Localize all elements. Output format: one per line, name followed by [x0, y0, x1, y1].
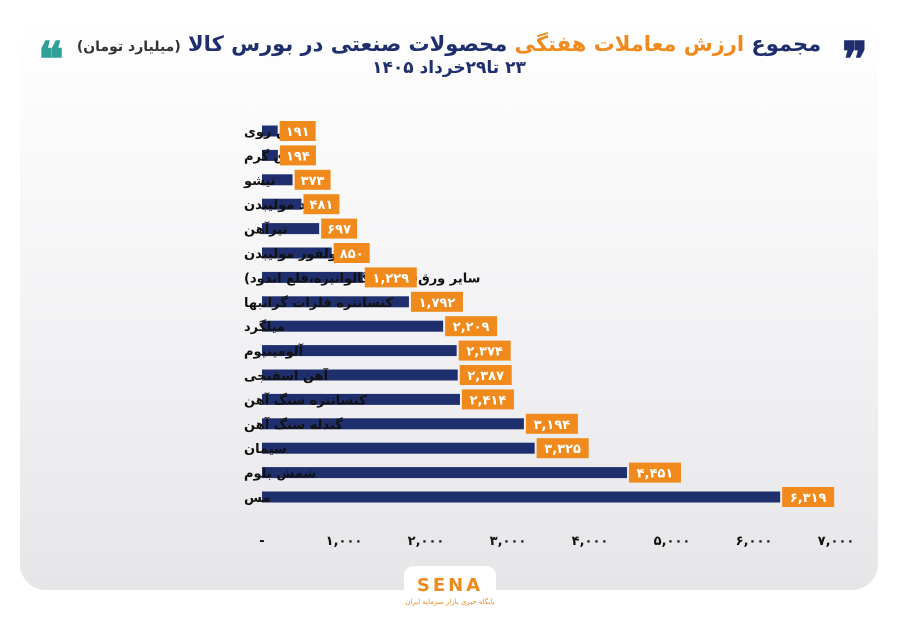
x-tick-label-6: ۶,۰۰۰: [736, 534, 773, 549]
value-label-bg-12: [525, 413, 578, 434]
value-label-bg-0: [279, 121, 316, 141]
value-label-4: ۶۹۷: [327, 223, 351, 238]
value-label-bg-7: [410, 291, 463, 312]
quote-left-icon: ❝: [38, 32, 64, 88]
category-label-12: گندله سنگ آهن: [244, 416, 343, 433]
title-part1: مجموع: [751, 32, 822, 56]
value-label-bg-13: [536, 438, 589, 459]
bar-3: [262, 198, 302, 210]
chart-header: مجموع ارزش معاملات هفتگی محصولات صنعتی د…: [20, 26, 878, 106]
value-label-9: ۲,۳۷۴: [466, 345, 503, 360]
bar-14: [262, 467, 627, 479]
value-label-bg-14: [628, 462, 681, 483]
bar-7: [262, 296, 409, 308]
value-label-1: ۱۹۴: [286, 149, 310, 164]
chart-subtitle: ۲۳ تا۲۹خرداد ۱۴۰۵: [372, 58, 526, 78]
logo-text: SENA: [416, 575, 484, 596]
bar-9: [262, 345, 457, 357]
bar-6: [262, 271, 363, 283]
x-tick-label-0: -: [259, 534, 264, 549]
x-tick-label-2: ۲,۰۰۰: [408, 534, 445, 549]
value-label-8: ۲,۲۰۹: [453, 320, 490, 335]
value-label-10: ۲,۳۸۷: [467, 369, 504, 384]
value-label-14: ۴,۴۵۱: [637, 467, 674, 482]
title-unit: (میلیارد تومان): [76, 39, 181, 55]
value-label-bg-11: [461, 389, 514, 410]
x-tick-label-4: ۴,۰۰۰: [572, 534, 609, 549]
quote-right-icon: ❞: [842, 32, 868, 88]
category-label-14: شمش بلوم: [244, 467, 316, 482]
value-label-3: ۴۸۱: [310, 198, 334, 213]
category-label-11: کنسانتره سنگ آهن: [244, 391, 367, 408]
value-label-6: ۱,۲۲۹: [372, 271, 409, 286]
value-label-bg-2: [294, 169, 331, 190]
category-label-2: تیشو: [243, 174, 276, 189]
bar-10: [262, 369, 458, 381]
value-label-0: ۱۹۱: [286, 125, 310, 140]
bar-5: [262, 247, 332, 259]
title-accent2: هفتگی: [514, 32, 587, 56]
value-label-bg-4: [321, 218, 358, 239]
bar-11: [262, 393, 460, 405]
category-label-10: آهن اسفنجی: [244, 367, 329, 384]
bar-1: [262, 149, 278, 161]
logo-subtext: پایگاه خبری بازار سرمایه ایران: [405, 598, 495, 606]
value-label-7: ۱,۷۹۲: [419, 296, 456, 311]
value-label-bg-10: [459, 365, 512, 385]
value-label-bg-3: [303, 194, 340, 215]
bar-8: [262, 320, 444, 332]
x-tick-label-5: ۵,۰۰۰: [654, 534, 691, 549]
bar-4: [262, 223, 320, 235]
bar-0: [262, 125, 278, 137]
value-label-15: ۶,۳۱۹: [790, 491, 827, 506]
category-label-5: سولفور مولیبدن: [244, 247, 350, 262]
category-label-13: سیمان: [244, 442, 287, 457]
value-label-bg-9: [458, 340, 511, 361]
bar-13: [262, 442, 535, 454]
category-label-15: مس: [244, 491, 270, 506]
value-label-bg-6: [364, 267, 417, 288]
category-label-8: میلگرد: [244, 319, 285, 335]
value-label-bg-15: [782, 487, 835, 507]
bar-2: [262, 174, 293, 186]
title-part2: محصولات صنعتی در بورس کالا: [188, 32, 508, 56]
value-label-bg-1: [279, 145, 316, 166]
bar-12: [262, 418, 524, 430]
title-accent1: ارزش معاملات: [593, 32, 745, 56]
category-label-9: آلومینیوم: [244, 343, 304, 360]
x-tick-label-3: ۳,۰۰۰: [490, 534, 527, 549]
chart-title: مجموع ارزش معاملات هفتگی محصولات صنعتی د…: [20, 32, 878, 56]
x-tick-label-1: ۱,۰۰۰: [326, 534, 363, 549]
value-label-bg-8: [445, 316, 498, 337]
bar-15: [262, 491, 781, 503]
value-label-11: ۲,۴۱۴: [470, 393, 507, 408]
category-label-7: کنسانتره فلزات گرانبها: [244, 295, 394, 311]
value-label-2: ۳۷۳: [301, 174, 325, 189]
value-label-12: ۳,۱۹۴: [534, 418, 571, 433]
value-label-5: ۸۵۰: [340, 247, 364, 262]
x-tick-label-7: ۷,۰۰۰: [818, 534, 855, 549]
value-label-13: ۳,۳۲۵: [544, 442, 581, 457]
category-label-6: سایر ورق(رنگی، گالوانیزه،قلع اندود): [244, 270, 480, 286]
sena-logo: SENA پایگاه خبری بازار سرمایه ایران: [404, 566, 496, 618]
category-label-4: تیرآهن: [244, 221, 287, 238]
value-label-bg-5: [333, 243, 370, 263]
